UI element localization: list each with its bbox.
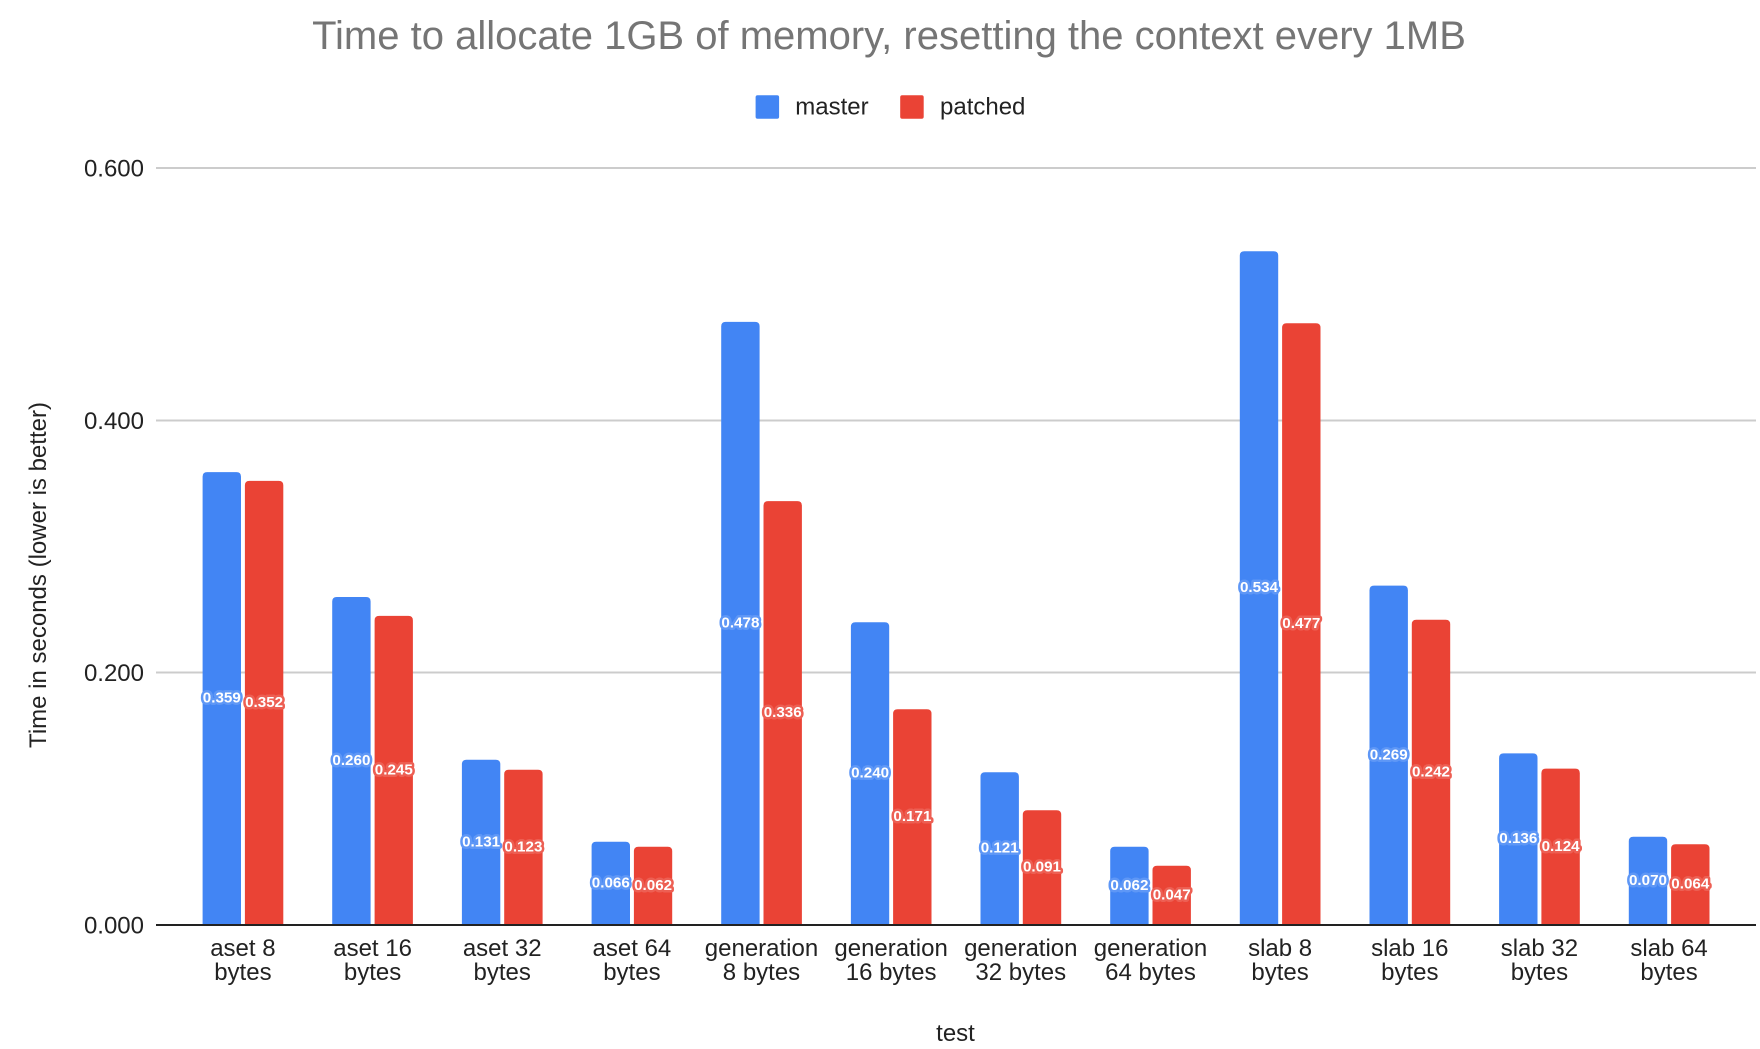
svg-text:0.352: 0.352 (245, 694, 283, 711)
svg-text:0.359: 0.359 (203, 690, 241, 707)
svg-text:0.123: 0.123 (504, 838, 542, 855)
svg-text:0.269: 0.269 (1370, 746, 1408, 763)
svg-text:32 bytes: 32 bytes (975, 959, 1066, 986)
svg-text:8 bytes: 8 bytes (723, 959, 800, 986)
svg-text:0.336: 0.336 (764, 704, 802, 721)
svg-text:64 bytes: 64 bytes (1105, 959, 1196, 986)
svg-text:0.260: 0.260 (332, 752, 370, 769)
svg-text:slab 64: slab 64 (1630, 935, 1707, 962)
svg-text:patched: patched (940, 94, 1025, 121)
svg-text:bytes: bytes (1511, 959, 1568, 986)
svg-text:0.131: 0.131 (462, 833, 501, 850)
svg-text:16 bytes: 16 bytes (846, 959, 937, 986)
svg-text:0.070: 0.070 (1629, 872, 1667, 889)
svg-text:bytes: bytes (474, 959, 531, 986)
svg-text:slab 8: slab 8 (1248, 935, 1312, 962)
svg-text:0.047: 0.047 (1153, 886, 1191, 903)
svg-text:aset 64: aset 64 (593, 935, 672, 962)
svg-text:generation: generation (964, 935, 1077, 962)
svg-text:0.062: 0.062 (1110, 877, 1148, 894)
svg-text:0.066: 0.066 (592, 874, 630, 891)
svg-text:master: master (795, 94, 868, 121)
svg-text:0.091: 0.091 (1023, 859, 1062, 876)
svg-text:0.064: 0.064 (1671, 876, 1710, 893)
svg-text:0.200: 0.200 (84, 660, 144, 687)
svg-text:0.478: 0.478 (721, 615, 759, 632)
svg-text:0.171: 0.171 (893, 808, 932, 825)
svg-text:bytes: bytes (344, 959, 401, 986)
svg-text:aset 16: aset 16 (333, 935, 412, 962)
svg-text:0.534: 0.534 (1240, 579, 1279, 596)
svg-text:0.124: 0.124 (1542, 838, 1581, 855)
svg-text:bytes: bytes (603, 959, 660, 986)
svg-text:0.242: 0.242 (1412, 763, 1450, 780)
svg-text:0.121: 0.121 (981, 840, 1020, 857)
svg-text:generation: generation (1094, 935, 1207, 962)
svg-text:0.062: 0.062 (634, 877, 672, 894)
svg-text:bytes: bytes (214, 959, 271, 986)
svg-text:0.136: 0.136 (1499, 830, 1537, 847)
svg-text:0.240: 0.240 (851, 765, 889, 782)
svg-text:bytes: bytes (1640, 959, 1697, 986)
svg-text:0.245: 0.245 (375, 761, 414, 778)
svg-text:0.600: 0.600 (84, 156, 144, 183)
svg-text:aset 32: aset 32 (463, 935, 542, 962)
svg-text:0.477: 0.477 (1282, 615, 1320, 632)
svg-text:aset 8: aset 8 (210, 935, 275, 962)
svg-text:bytes: bytes (1251, 959, 1308, 986)
svg-text:test: test (936, 1020, 975, 1044)
svg-text:0.400: 0.400 (84, 408, 144, 435)
svg-text:generation: generation (834, 935, 947, 962)
svg-text:0.000: 0.000 (84, 913, 144, 940)
svg-text:Time to allocate 1GB of memory: Time to allocate 1GB of memory, resettin… (312, 14, 1466, 58)
svg-text:generation: generation (705, 935, 818, 962)
svg-text:bytes: bytes (1381, 959, 1438, 986)
svg-text:slab 32: slab 32 (1501, 935, 1578, 962)
svg-text:Time in seconds (lower is bett: Time in seconds (lower is better) (25, 402, 52, 748)
svg-text:slab 16: slab 16 (1371, 935, 1448, 962)
